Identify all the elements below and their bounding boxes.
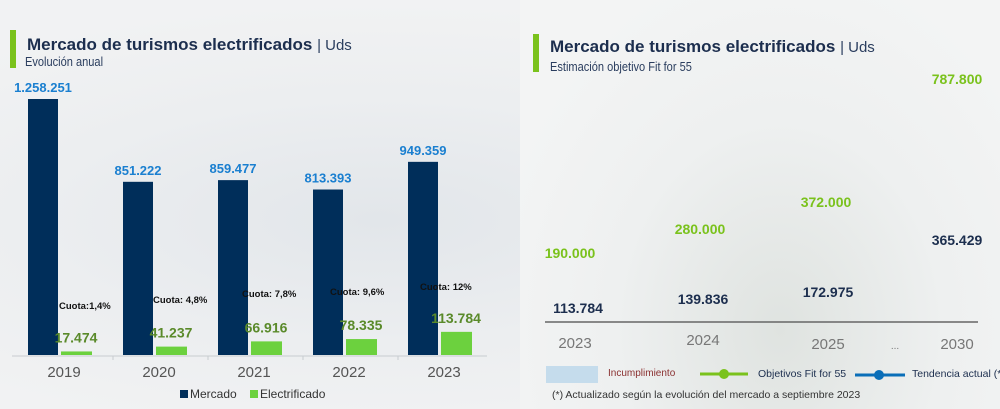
x-tick-label: 2025 bbox=[811, 336, 844, 353]
legend-swatch-electrificado bbox=[250, 390, 258, 398]
data-label-objetivos: 190.000 bbox=[545, 245, 596, 261]
data-label-electrificado: 113.784 bbox=[431, 310, 481, 326]
data-label-mercado: 851.222 bbox=[115, 163, 162, 178]
data-label-mercado: 859.477 bbox=[210, 161, 257, 176]
background-right bbox=[520, 0, 1000, 409]
bar-electrificado bbox=[346, 339, 377, 355]
data-label-mercado: 1.258.251 bbox=[14, 80, 72, 95]
data-label-mercado: 949.359 bbox=[400, 143, 447, 158]
cuota-annotation: Cuota: 12% bbox=[420, 282, 472, 293]
cuota-annotation: Cuota: 9,6% bbox=[330, 287, 385, 298]
x-tick-label: 2023 bbox=[427, 364, 460, 381]
footnote: (*) Actualizado según la evolución del m… bbox=[552, 389, 861, 401]
data-label-electrificado: 41.237 bbox=[150, 325, 193, 341]
data-label-objetivos: 280.000 bbox=[675, 221, 726, 237]
legend-swatch-mercado bbox=[180, 390, 188, 398]
x-tick-label: 2024 bbox=[686, 332, 719, 349]
bar-mercado bbox=[408, 161, 438, 355]
x-tick-label: 2022 bbox=[332, 364, 365, 381]
legend-label-objetivos: Objetivos Fit for 55 bbox=[758, 368, 846, 380]
left-chart-title: Mercado de turismos electrificados | Uds bbox=[27, 35, 352, 54]
title-accent bbox=[10, 30, 16, 68]
x-tick-label: 2023 bbox=[558, 335, 591, 352]
x-tick-label: 2021 bbox=[237, 364, 270, 381]
data-label-electrificado: 78.335 bbox=[340, 317, 383, 333]
data-label-tendencia: 113.784 bbox=[553, 300, 603, 316]
legend-marker-tendencia bbox=[874, 370, 884, 380]
data-label-electrificado: 17.474 bbox=[55, 329, 98, 345]
data-label-electrificado: 66.916 bbox=[245, 319, 288, 335]
cuota-annotation: Cuota: 7,8% bbox=[242, 289, 297, 300]
data-label-objetivos: 372.000 bbox=[801, 194, 852, 210]
legend-label-incumplimiento: Incumplimiento bbox=[608, 368, 676, 379]
x-tick-label: ... bbox=[891, 341, 899, 352]
bar-electrificado bbox=[251, 341, 282, 355]
data-label-tendencia: 365.429 bbox=[932, 232, 983, 248]
data-label-mercado: 813.393 bbox=[305, 171, 352, 186]
data-label-objetivos: 787.800 bbox=[932, 71, 983, 87]
legend-label-electrificado: Electrificado bbox=[260, 387, 326, 401]
bar-mercado bbox=[28, 99, 58, 355]
legend-label-tendencia: Tendencia actual (*) bbox=[912, 368, 1000, 380]
legend-swatch-incumplimiento bbox=[546, 366, 598, 383]
cuota-annotation: Cuota: 4,8% bbox=[153, 295, 208, 306]
left-chart-subtitle: Evolución anual bbox=[25, 54, 104, 69]
cuota-annotation: Cuota:1,4% bbox=[59, 301, 111, 312]
right-chart-title: Mercado de turismos electrificados | Uds bbox=[550, 37, 875, 56]
data-label-tendencia: 172.975 bbox=[803, 284, 854, 300]
right-chart-subtitle: Estimación objetivo Fit for 55 bbox=[550, 59, 692, 74]
data-label-tendencia: 139.836 bbox=[678, 291, 729, 307]
bar-electrificado bbox=[441, 331, 472, 355]
x-tick-label: 2019 bbox=[47, 364, 80, 381]
legend-marker-objetivos bbox=[719, 369, 729, 379]
bar-mercado bbox=[123, 181, 153, 355]
bar-mercado bbox=[218, 180, 248, 355]
x-tick-label: 2020 bbox=[142, 364, 175, 381]
title-accent bbox=[533, 34, 539, 72]
legend-label-mercado: Mercado bbox=[190, 387, 237, 401]
x-tick-label: 2030 bbox=[940, 336, 973, 353]
bar-electrificado bbox=[61, 351, 92, 355]
bar-electrificado bbox=[156, 346, 187, 355]
bar-mercado bbox=[313, 189, 343, 355]
